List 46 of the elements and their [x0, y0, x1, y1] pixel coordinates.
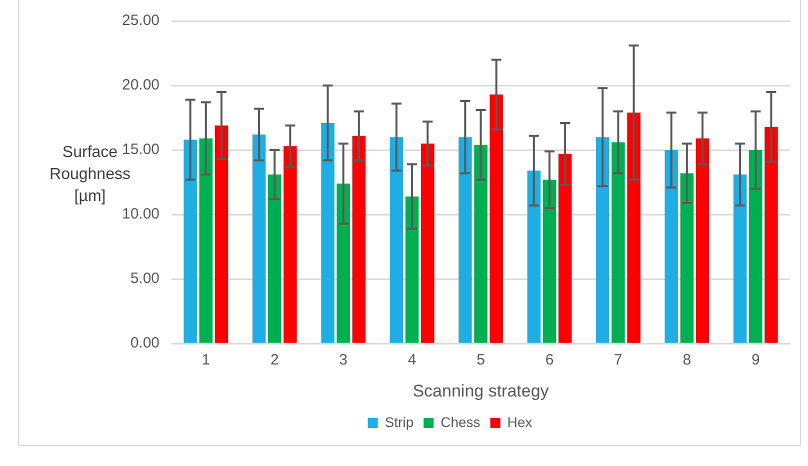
- bar: [596, 137, 610, 343]
- bar: [458, 137, 472, 343]
- legend-label: Strip: [384, 414, 414, 430]
- bar: [696, 138, 710, 343]
- x-tick-label: 6: [545, 352, 554, 369]
- x-tick-label: 5: [476, 352, 485, 369]
- bar: [199, 138, 213, 343]
- x-tick-label: 8: [682, 352, 692, 369]
- y-tick-label: 10.00: [122, 206, 160, 223]
- x-tick-label: 7: [614, 352, 622, 369]
- bar: [321, 122, 334, 343]
- x-tick-label: 4: [408, 352, 416, 369]
- x-tick-label: 2: [270, 352, 279, 369]
- bar: [490, 94, 503, 343]
- x-tick-label: 1: [202, 352, 210, 369]
- legend-label: Hex: [507, 414, 532, 430]
- bar: [664, 150, 678, 343]
- bar: [542, 180, 556, 343]
- bar: [749, 150, 762, 343]
- x-tick-label: 3: [339, 352, 348, 369]
- y-tick-label: 0.00: [130, 334, 160, 352]
- bar: [764, 126, 778, 343]
- bar: [627, 112, 640, 343]
- bar: [268, 174, 282, 343]
- bar: [252, 134, 266, 343]
- bar: [390, 137, 404, 343]
- bar: [352, 136, 366, 343]
- bar: [421, 144, 434, 343]
- y-tick-label: 20.00: [122, 76, 160, 94]
- y-tick-label: 25.00: [122, 12, 160, 30]
- bar: [733, 174, 747, 343]
- bar: [184, 140, 197, 343]
- bar: [474, 144, 488, 343]
- bar: [405, 196, 419, 343]
- x-axis-title: Scanning strategy: [412, 381, 550, 400]
- bar: [527, 170, 541, 343]
- y-tick-label: 5.00: [130, 270, 160, 288]
- bar: [612, 142, 625, 343]
- bar: [680, 173, 694, 343]
- bar: [284, 146, 297, 343]
- legend-label: Chess: [440, 414, 480, 430]
- bar: [214, 126, 228, 343]
- bar: [336, 184, 350, 343]
- y-tick-label: 15.00: [122, 141, 160, 158]
- bar: [558, 154, 572, 343]
- x-tick-label: 9: [751, 352, 760, 369]
